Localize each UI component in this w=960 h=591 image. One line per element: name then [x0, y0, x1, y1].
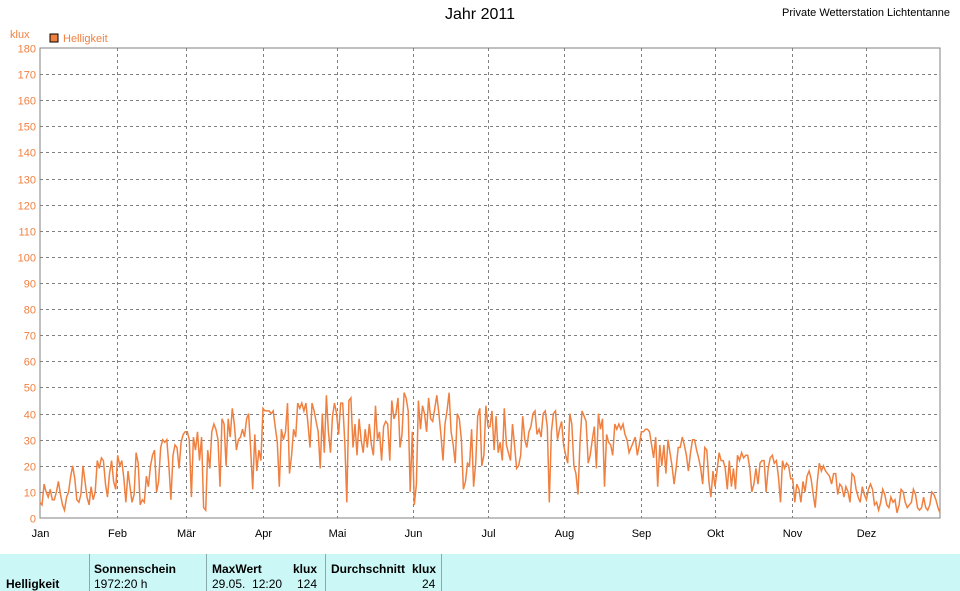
y-tick-label: 80 [24, 305, 36, 317]
chart: 0 10 20 30 40 50 60 70 80 90 100 110 120 130 140 150 160… [10, 29, 941, 540]
y-tick-label: 10 [24, 488, 36, 500]
avg-value: 24 [422, 577, 436, 591]
plot-frame [39, 47, 941, 519]
y-tick-label: 150 [18, 122, 36, 134]
x-tick-label: Feb [108, 528, 127, 540]
y-tick-label: 130 [18, 175, 36, 187]
y-tick-label: 160 [18, 96, 36, 108]
avg-cell: Durchschnitt klux 24 [326, 554, 442, 591]
stats-row-label: Helligkeit [6, 577, 60, 591]
x-tick-label: Dez [857, 528, 877, 540]
stats-bar: Helligkeit Sonnenschein 1972:20 h MaxWer… [0, 554, 960, 591]
y-tick-label: 60 [24, 357, 36, 369]
x-tick-label: Nov [783, 528, 803, 540]
legend-swatch [49, 33, 59, 43]
y-tick-label: 20 [24, 462, 36, 474]
x-tick-label: Sep [632, 528, 652, 540]
max-header: MaxWert [212, 562, 262, 576]
x-tick-label: Jun [405, 528, 423, 540]
max-unit: klux [293, 562, 318, 576]
max-value: 124 [297, 577, 318, 591]
x-tick-label: Apr [255, 528, 272, 540]
sunshine-cell: Sonnenschein 1972:20 h [90, 554, 207, 591]
max-date: 29.05. 12:20 [212, 577, 283, 591]
legend-label: Helligkeit [63, 33, 108, 45]
station-name: Private Wetterstation Lichtentanne [782, 7, 950, 19]
y-tick-label: 0 [30, 514, 36, 526]
x-tick-label: Mär [177, 528, 196, 540]
y-tick-label: 110 [18, 227, 36, 239]
stats-label-cell: Helligkeit [0, 554, 90, 591]
y-axis-unit: klux [10, 29, 30, 41]
x-tick-label: Aug [555, 528, 575, 540]
max-cell: MaxWert klux 29.05. 12:20 124 [207, 554, 326, 591]
x-tick-label: Jul [481, 528, 495, 540]
x-tick-label: Okt [707, 528, 724, 540]
x-tick-label: Jan [32, 528, 50, 540]
series-line-helligkeit [39, 392, 941, 514]
y-tick-label: 140 [18, 148, 36, 160]
y-tick-label: 180 [18, 44, 36, 56]
chart-title: Jahr 2011 [445, 6, 515, 23]
y-tick-label: 120 [18, 201, 36, 213]
y-tick-label: 50 [24, 383, 36, 395]
y-tick-label: 70 [24, 331, 36, 343]
y-tick-label: 170 [18, 70, 36, 82]
sunshine-header: Sonnenschein [94, 562, 177, 576]
x-tick-label: Mai [329, 528, 347, 540]
y-tick-label: 100 [18, 253, 36, 265]
sunshine-value: 1972:20 h [94, 577, 148, 591]
y-tick-label: 40 [24, 410, 36, 422]
y-tick-label: 90 [24, 279, 36, 291]
y-tick-label: 30 [24, 436, 36, 448]
avg-unit: klux [412, 562, 437, 576]
avg-header: Durchschnitt [331, 562, 406, 576]
